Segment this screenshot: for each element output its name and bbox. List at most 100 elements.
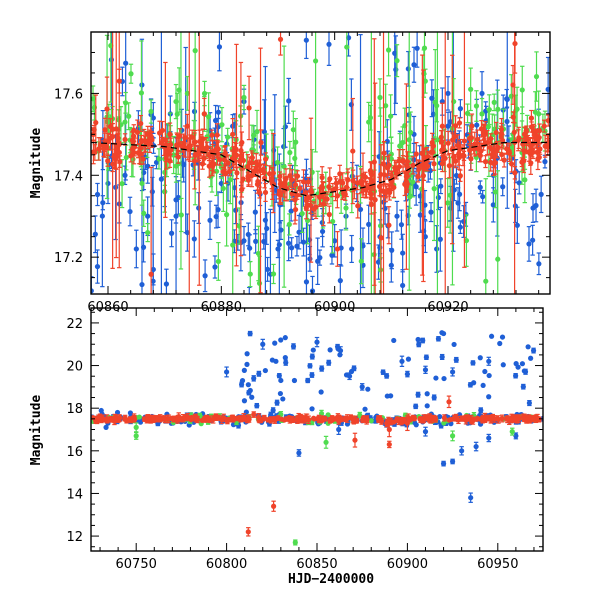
red-data-point (530, 417, 536, 423)
red-data-point (393, 161, 399, 178)
red-data-point (234, 166, 240, 180)
blue-outlier-point (274, 399, 280, 406)
green-data-point (293, 117, 299, 167)
red-data-point (261, 414, 267, 421)
green-outlier-point (256, 255, 263, 294)
red-notable-point (116, 68, 122, 94)
blue-outlier-point (309, 406, 315, 412)
blue-data-point (158, 32, 164, 294)
red-outlier-point (350, 97, 356, 205)
green-data-point (464, 103, 471, 124)
red-data-point (488, 138, 495, 160)
green-data-point (281, 45, 287, 288)
green-data-point (441, 420, 447, 426)
blue-outlier-point (467, 382, 474, 388)
blue-data-point (149, 176, 155, 207)
green-notable-point (434, 88, 440, 123)
blue-outlier-point (424, 403, 430, 409)
zoom-y-tick-label: 17.2 (54, 251, 83, 266)
red-data-point (535, 416, 541, 422)
red-data-point (513, 415, 519, 423)
red-data-point (117, 155, 123, 169)
blue-outlier-point (365, 386, 371, 392)
blue-data-point (270, 407, 276, 414)
red-data-point (237, 416, 243, 423)
red-outlier-point (512, 32, 518, 74)
green-data-point (148, 99, 154, 124)
red-data-point (482, 155, 489, 169)
red-notable-point (271, 500, 277, 512)
red-data-point (420, 417, 426, 424)
green-data-point (447, 156, 453, 234)
red-data-point (210, 415, 216, 424)
blue-outlier-point (423, 354, 429, 360)
blue-outlier-point (437, 206, 443, 272)
red-data-point (225, 417, 231, 423)
red-data-point (380, 32, 387, 294)
blue-outlier-point (414, 32, 420, 68)
red-data-point (122, 414, 128, 422)
red-data-point (504, 416, 510, 422)
red-data-point (535, 147, 541, 171)
blue-outlier-point (530, 347, 537, 354)
blue-notable-point (422, 220, 428, 254)
red-data-point (367, 161, 374, 180)
red-data-point (519, 157, 525, 168)
blue-notable-point (388, 248, 394, 283)
green-notable-point (286, 213, 292, 236)
red-data-point (300, 415, 306, 421)
red-data-point (209, 154, 215, 172)
red-outlier-point (104, 76, 110, 142)
red-data-point (410, 156, 416, 175)
red-data-point (459, 415, 465, 422)
red-data-point (110, 122, 116, 136)
blue-outlier-point (477, 355, 483, 361)
blue-outlier-point (453, 356, 459, 363)
green-notable-point (133, 422, 139, 433)
red-outlier-point (191, 132, 198, 190)
red-data-point (493, 121, 499, 144)
blue-outlier-point (291, 377, 298, 384)
blue-notable-point (404, 370, 410, 378)
full-x-tick-label: 60850 (296, 557, 337, 572)
blue-notable-point (326, 32, 332, 66)
full-y-tick-label: 20 (66, 360, 83, 375)
red-data-point (504, 142, 510, 155)
blue-outlier-point (504, 32, 510, 209)
green-notable-point (241, 84, 247, 111)
blue-notable-point (450, 458, 456, 465)
red-notable-point (258, 129, 264, 156)
red-data-point (476, 143, 482, 155)
red-data-point (138, 114, 144, 133)
blue-outlier-point (309, 353, 315, 360)
full-y-tick-label: 22 (66, 317, 83, 332)
full-y-tick-label: 16 (66, 445, 83, 460)
blue-outlier-point (282, 335, 288, 341)
blue-outlier-point (310, 347, 316, 353)
red-data-point (474, 415, 480, 421)
red-data-point (294, 190, 300, 200)
blue-outlier-point (471, 380, 477, 386)
blue-outlier-point (94, 249, 101, 284)
red-data-point (456, 141, 462, 166)
red-data-point (456, 117, 463, 129)
blue-outlier-point (435, 336, 442, 342)
blue-data-point (400, 269, 406, 294)
blue-notable-point (530, 193, 536, 223)
red-data-point (472, 131, 478, 157)
zoom-y-axis-title: Magnitude (29, 128, 44, 199)
blue-outlier-point (380, 369, 386, 375)
blue-data-point (114, 409, 121, 416)
blue-outlier-point (309, 372, 315, 378)
blue-notable-point (290, 343, 297, 350)
blue-outlier-point (519, 361, 526, 367)
red-outlier-point (378, 144, 384, 294)
blue-data-point (264, 256, 271, 282)
red-data-point (246, 415, 252, 423)
blue-outlier-point (278, 337, 284, 343)
red-data-point (448, 416, 454, 423)
red-data-point (466, 415, 472, 422)
blue-outlier-point (451, 341, 457, 348)
blue-notable-point (337, 346, 344, 356)
red-data-point (327, 167, 333, 191)
